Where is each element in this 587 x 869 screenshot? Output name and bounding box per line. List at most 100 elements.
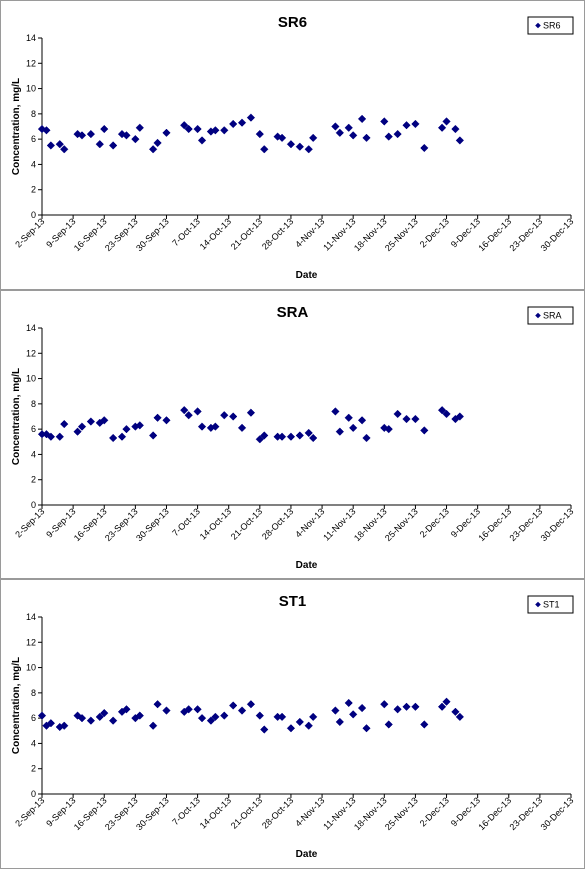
data-point bbox=[344, 698, 353, 708]
data-point bbox=[255, 711, 264, 720]
data-point bbox=[108, 716, 118, 725]
data-point bbox=[197, 713, 207, 723]
data-point bbox=[228, 701, 238, 710]
x-axis-title: Date bbox=[296, 270, 318, 281]
x-tick-label: 2-Dec-13 bbox=[418, 795, 451, 828]
data-point bbox=[220, 711, 229, 720]
x-tick-label: 14-Oct-13 bbox=[198, 506, 233, 541]
chart-panel-sra: SRA 0 2 4 6 8 10 12 14 2-Sep-13 9-Sep-13 16-Sep-13 2… bbox=[0, 290, 585, 579]
data-point bbox=[73, 427, 82, 436]
chart-title: SRA bbox=[277, 304, 309, 321]
data-point bbox=[95, 712, 104, 722]
x-axis-title: Date bbox=[296, 560, 318, 571]
data-point bbox=[162, 706, 171, 715]
chart-title: SR6 bbox=[278, 14, 307, 31]
data-point bbox=[437, 123, 447, 132]
data-point bbox=[260, 725, 269, 734]
x-tick-label: 30-Sep-13 bbox=[134, 216, 171, 253]
chart-st1: ST1024681012142-Sep-139-Sep-1316-Sep-132… bbox=[11, 593, 576, 860]
data-point bbox=[384, 720, 393, 729]
data-point bbox=[331, 407, 340, 416]
data-point bbox=[344, 123, 353, 132]
data-point bbox=[135, 711, 144, 720]
data-point bbox=[246, 700, 256, 709]
data-point bbox=[260, 431, 269, 440]
data-point bbox=[393, 409, 402, 419]
y-tick-label: 6 bbox=[31, 713, 36, 723]
data-point bbox=[46, 719, 56, 728]
data-point bbox=[380, 117, 389, 126]
x-tick-label: 23-Sep-13 bbox=[103, 506, 140, 543]
data-point bbox=[420, 143, 429, 153]
data-point bbox=[255, 435, 264, 444]
data-point bbox=[420, 720, 429, 729]
legend-label: ST1 bbox=[543, 600, 560, 610]
data-point bbox=[304, 145, 313, 154]
data-point bbox=[295, 431, 304, 440]
data-point bbox=[451, 124, 460, 134]
data-point bbox=[193, 124, 202, 134]
y-tick-label: 4 bbox=[31, 159, 36, 169]
data-point bbox=[260, 145, 269, 154]
chart-panel-sr6: SR6 0 2 4 6 8 10 12 14 2-Sep-13 9-Sep-13 16-Sep-13 2… bbox=[0, 0, 585, 290]
y-tick-label: 12 bbox=[26, 637, 36, 647]
data-point bbox=[211, 712, 220, 722]
x-tick-label: 21-Oct-13 bbox=[229, 795, 264, 830]
data-point bbox=[455, 136, 465, 145]
data-point bbox=[60, 721, 69, 730]
y-tick-label: 12 bbox=[26, 348, 36, 358]
x-tick-label: 23-Dec-13 bbox=[508, 216, 545, 253]
chart-panel-st1: ST1 0 2 4 6 8 10 12 14 2-Sep-13 9-Sep-13 16-Sep-13 2… bbox=[0, 579, 585, 869]
data-point bbox=[184, 705, 193, 714]
data-point bbox=[193, 407, 202, 416]
data-point bbox=[380, 700, 389, 709]
data-point bbox=[100, 416, 109, 425]
data-point bbox=[295, 142, 304, 151]
y-axis-title: Concentration, mg/L bbox=[11, 368, 22, 465]
x-tick-label: 28-Oct-13 bbox=[260, 506, 295, 541]
data-point bbox=[131, 134, 140, 144]
data-point bbox=[402, 121, 411, 130]
x-tick-label: 2-Dec-13 bbox=[418, 506, 451, 539]
y-tick-label: 10 bbox=[26, 663, 36, 673]
data-point bbox=[100, 708, 109, 718]
x-tick-label: 28-Oct-13 bbox=[260, 216, 295, 251]
data-point bbox=[77, 713, 87, 723]
data-point bbox=[309, 433, 318, 443]
legend-label: SRA bbox=[543, 311, 562, 321]
y-tick-label: 0 bbox=[31, 210, 36, 220]
data-point bbox=[42, 126, 51, 135]
data-point bbox=[286, 724, 296, 733]
data-point bbox=[455, 712, 465, 722]
data-point bbox=[451, 707, 460, 716]
data-point bbox=[455, 412, 465, 421]
y-tick-label: 14 bbox=[26, 323, 36, 333]
x-tick-label: 30-Dec-13 bbox=[539, 216, 576, 253]
legend: SR6 bbox=[527, 16, 574, 35]
x-tick-label: 25-Nov-13 bbox=[383, 795, 420, 832]
data-point bbox=[437, 406, 447, 415]
data-point bbox=[295, 717, 304, 727]
x-tick-label: 30-Dec-13 bbox=[539, 795, 576, 832]
x-tick-label: 7-Oct-13 bbox=[170, 506, 202, 538]
x-tick-label: 2-Sep-13 bbox=[13, 506, 46, 539]
data-point bbox=[211, 422, 220, 431]
chart-title: ST1 bbox=[279, 593, 307, 610]
legend-box bbox=[527, 306, 574, 325]
data-point bbox=[237, 423, 247, 433]
data-point bbox=[86, 129, 96, 139]
data-point bbox=[277, 712, 287, 722]
data-point bbox=[153, 700, 162, 709]
legend-box bbox=[527, 595, 574, 614]
data-point bbox=[220, 126, 229, 135]
x-tick-label: 7-Oct-13 bbox=[170, 216, 202, 248]
data-point bbox=[77, 422, 87, 431]
data-point bbox=[148, 431, 158, 440]
data-point bbox=[122, 131, 131, 140]
data-point bbox=[411, 119, 420, 129]
data-point bbox=[420, 426, 429, 435]
data-point bbox=[246, 113, 256, 122]
data-point bbox=[255, 129, 264, 139]
data-point bbox=[362, 433, 371, 443]
y-axis-title: Concentration, mg/L bbox=[11, 657, 22, 754]
